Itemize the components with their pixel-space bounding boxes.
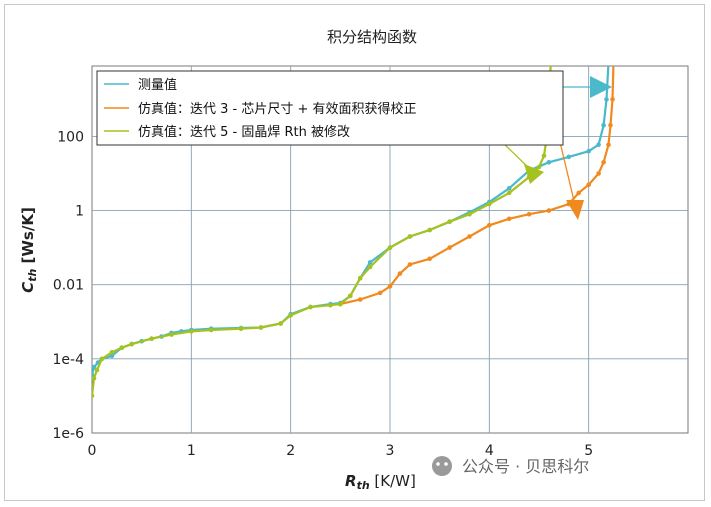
data-point — [338, 301, 343, 307]
data-point — [467, 234, 472, 239]
data-point — [238, 326, 244, 332]
data-point — [92, 393, 95, 399]
data-point — [546, 208, 552, 213]
x-tick-label: 3 — [386, 443, 395, 459]
series-layer — [92, 23, 617, 399]
data-point — [601, 123, 606, 128]
y-tick-label: 1 — [75, 204, 84, 220]
arrow-line-iter3 — [559, 141, 576, 206]
watermark: 公众号 · 贝思科尔 — [432, 456, 589, 476]
wechat-icon-eye-right — [444, 462, 448, 466]
y-tick-label: 100 — [57, 129, 84, 145]
x-tick-label: 0 — [88, 443, 97, 459]
data-point — [99, 356, 105, 362]
data-point — [149, 336, 154, 342]
data-point — [357, 297, 363, 302]
data-point — [357, 275, 363, 281]
data-point — [427, 227, 433, 233]
arrow-head-measured — [590, 76, 612, 98]
data-point — [208, 327, 214, 333]
data-point — [586, 148, 591, 154]
data-point — [487, 223, 492, 228]
data-point — [407, 234, 413, 239]
data-point — [189, 329, 194, 334]
data-point — [129, 341, 134, 347]
data-point — [94, 367, 100, 373]
data-point — [604, 97, 609, 102]
data-point — [377, 290, 383, 296]
data-point — [566, 154, 572, 160]
data-point — [586, 182, 591, 187]
data-point — [549, 60, 554, 65]
data-point — [541, 153, 547, 159]
data-point — [506, 216, 512, 222]
data-point — [367, 264, 373, 270]
data-point — [92, 364, 97, 370]
data-point — [608, 123, 613, 128]
x-axis-ticks: 0 1 2 3 4 5 — [88, 443, 594, 459]
watermark-text: 公众号 · 贝思科尔 — [462, 457, 589, 476]
data-point — [550, 23, 555, 28]
arrow-head-iter3 — [566, 200, 584, 220]
data-point — [596, 142, 601, 147]
data-point — [576, 190, 581, 196]
data-point — [447, 245, 452, 250]
data-point — [506, 190, 512, 196]
data-point — [288, 313, 294, 318]
legend: 测量值 仿真值：迭代 3 - 芯片尺寸 + 有效面积获得校正 仿真值：迭代 5 … — [96, 70, 564, 146]
x-tick-label: 1 — [187, 443, 196, 459]
y-axis-ticks: 100 1 0.01 1e-4 1e-6 — [53, 129, 85, 442]
data-point — [328, 302, 333, 308]
data-point — [278, 321, 284, 326]
data-point — [348, 293, 353, 299]
data-point — [611, 60, 616, 65]
chart-title: 积分结构函数 — [327, 28, 417, 46]
data-point — [546, 160, 552, 165]
data-point — [92, 375, 97, 381]
data-point — [109, 350, 115, 355]
data-point — [612, 23, 617, 28]
wechat-icon-eye-left — [436, 462, 440, 466]
data-point — [387, 284, 393, 289]
data-point — [308, 304, 313, 310]
data-point — [447, 219, 452, 224]
data-point — [608, 23, 613, 28]
x-tick-label: 4 — [485, 443, 494, 459]
x-tick-label: 2 — [286, 443, 295, 459]
x-tick-label: 5 — [584, 443, 593, 459]
data-point — [606, 60, 611, 65]
wechat-icon — [432, 456, 452, 476]
data-point — [119, 345, 125, 351]
data-point — [536, 164, 542, 170]
y-tick-label: 1e-4 — [53, 352, 85, 368]
data-point — [606, 142, 611, 147]
data-point — [109, 353, 115, 359]
x-axis-label: Rth [K/W] — [345, 472, 416, 492]
y-tick-label: 1e-6 — [53, 426, 85, 442]
data-point — [407, 262, 413, 267]
data-point — [601, 160, 606, 165]
data-point — [467, 211, 472, 217]
y-tick-label: 0.01 — [53, 278, 84, 294]
data-point — [367, 260, 373, 265]
data-point — [387, 245, 393, 250]
legend-label-iter5: 仿真值：迭代 5 - 固晶焊 Rth 被修改 — [138, 124, 350, 140]
data-point — [397, 271, 403, 276]
data-point — [487, 201, 492, 207]
data-point — [610, 97, 615, 102]
data-point — [506, 186, 512, 191]
legend-label-measured: 测量值 — [138, 77, 177, 93]
data-point — [596, 171, 601, 176]
data-point — [427, 256, 433, 262]
data-point — [526, 211, 532, 217]
data-point — [169, 332, 174, 337]
data-point — [258, 325, 264, 330]
legend-box — [96, 70, 564, 146]
arrow-head-iter5 — [524, 164, 544, 184]
y-axis-label: Cth [Ws/K] — [19, 207, 39, 293]
legend-label-iter3: 仿真值：迭代 3 - 芯片尺寸 + 有效面积获得校正 — [138, 101, 417, 117]
